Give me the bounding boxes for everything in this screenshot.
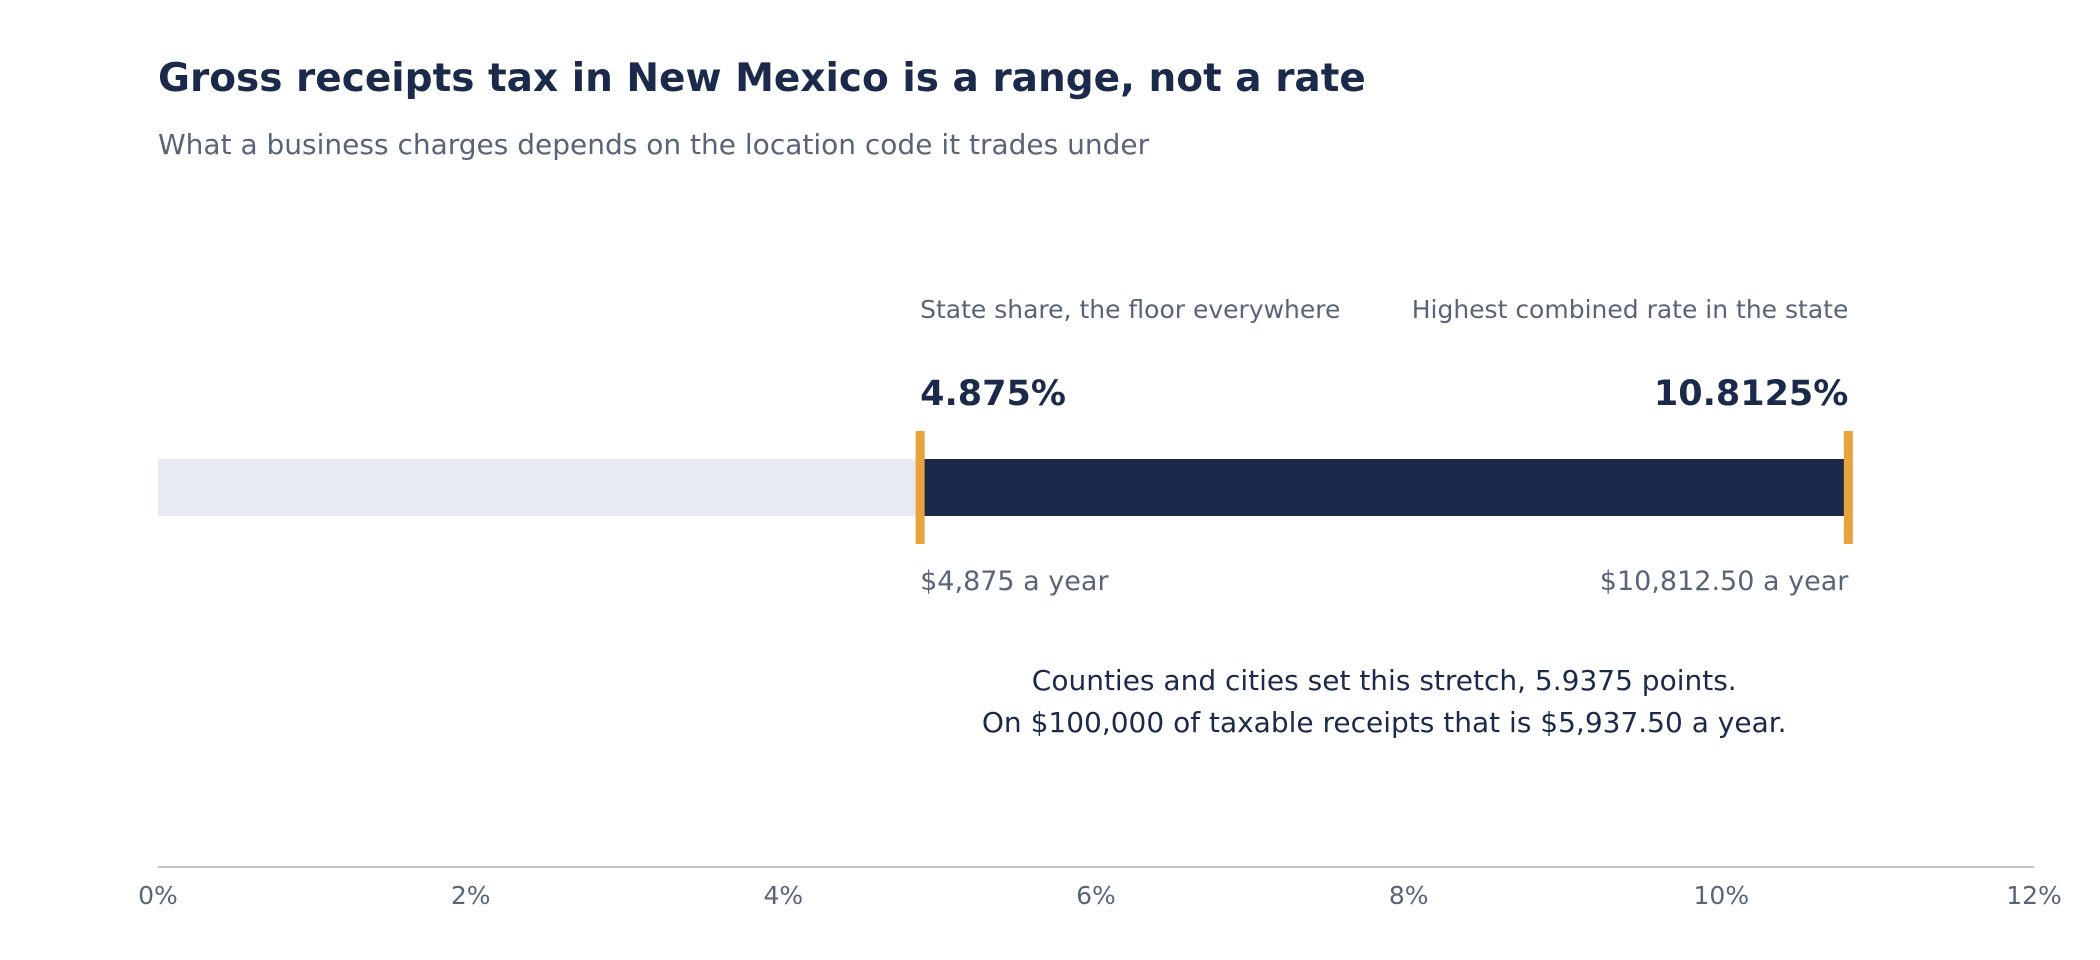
x-tick-label: 8% <box>1389 881 1429 910</box>
x-tick-label: 2% <box>451 881 491 910</box>
highest-amount-label: $10,812.50 a year <box>1600 566 1849 597</box>
range-bar <box>920 459 1849 516</box>
floor-amount-label: $4,875 a year <box>920 566 1109 597</box>
floor-value-label: 4.875% <box>920 374 1066 414</box>
floor-track-bar <box>158 459 921 516</box>
x-tick-label: 10% <box>1694 881 1750 910</box>
highest-marker <box>1843 431 1853 544</box>
highest-marker-label: Highest combined rate in the state <box>1412 295 1849 324</box>
range-annotation-line: On $100,000 of taxable receipts that is … <box>982 706 1787 739</box>
floor-marker-label: State share, the floor everywhere <box>920 295 1340 324</box>
x-tick-label: 0% <box>138 881 178 910</box>
range-annotation-line: Counties and cities set this stretch, 5.… <box>1032 664 1737 697</box>
floor-marker <box>915 431 925 544</box>
chart-subtitle: What a business charges depends on the l… <box>158 128 1150 161</box>
chart-title: Gross receipts tax in New Mexico is a ra… <box>158 56 1366 101</box>
x-tick-label: 12% <box>2006 881 2062 910</box>
x-tick-label: 6% <box>1076 881 1116 910</box>
x-tick-label: 4% <box>763 881 803 910</box>
highest-value-label: 10.8125% <box>1654 374 1848 414</box>
